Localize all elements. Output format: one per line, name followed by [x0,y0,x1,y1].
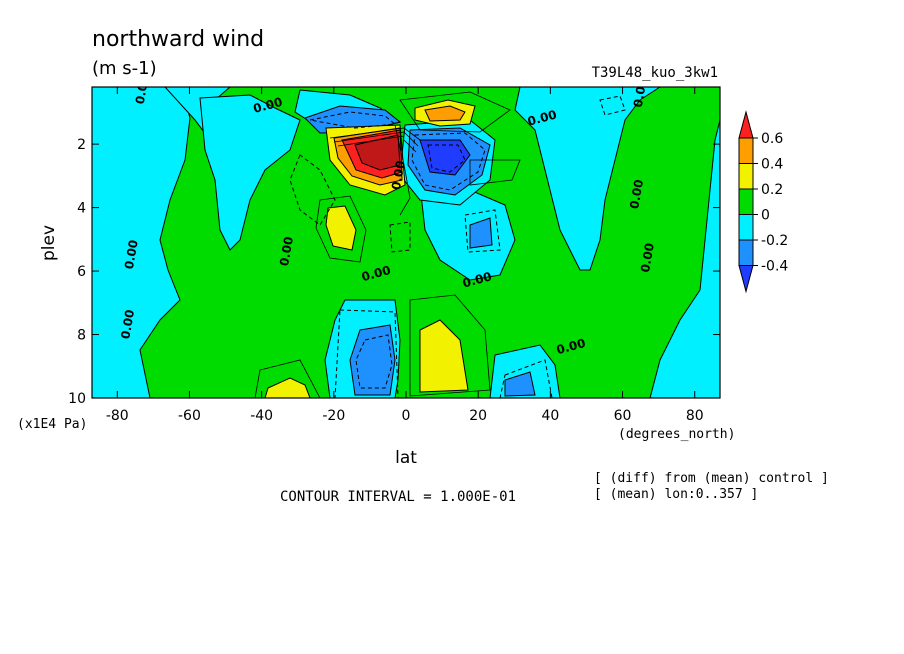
x-tick-label: 20 [469,408,487,424]
x-tick-label: 60 [614,408,632,424]
y-axis-label: plev [39,225,59,261]
region-neg02-low-north [504,371,536,397]
x-tick-label: 40 [541,408,559,424]
region-pos02-lower-south [264,377,311,398]
y-tick-label: 2 [77,137,86,153]
region-pos04-top-north [424,105,466,122]
x-tick-label: 0 [402,408,411,424]
region-negative-east [514,87,661,271]
x-tick-label: -20 [322,408,345,424]
contour-label-zero: 0.00 [133,74,152,106]
chart-title: northward wind [92,27,264,52]
colorbar-bin [738,137,754,164]
contour-label-zero: 0.00 [122,239,141,271]
y-axis-ticks: 2 4 6 8 10 [68,137,720,407]
x-tick-label: -60 [178,408,201,424]
region-pos02-mid-south [325,205,357,251]
region-negative-south-mid [199,94,301,251]
region-negative-northeast-mid [419,184,516,281]
x-tick-label: -80 [106,408,129,424]
colorbar-cap-high [738,110,754,139]
y-tick-label: 6 [77,264,86,280]
region-neg02-lower [349,324,396,396]
colorbar-bin [738,214,754,241]
colorbar-level-label: 0.6 [761,131,783,147]
y-tick-label: 10 [68,391,86,407]
x-tick-label: 80 [686,408,704,424]
chart-units: (m s-1) [92,58,157,79]
run-id-label: T39L48_kuo_3kw1 [592,65,718,81]
x-axis-unit: (degrees_north) [618,427,735,442]
contour-label-zero: 0.00 [118,309,137,341]
colorbar-bin [738,188,754,215]
colorbar-level-label: -0.2 [761,233,788,249]
region-pos02-lower-north [419,319,469,393]
x-axis-ticks: -80 -60 -40 -20 0 20 40 60 80 [106,87,704,424]
plot-area: 0.000.000.000.000.000.000.000.000.00 0.00… [92,74,720,398]
y-axis-unit: (x1E4 Pa) [17,417,87,432]
x-axis-label: lat [395,448,417,468]
x-tick-label: -40 [250,408,273,424]
region-pos06-core [354,134,401,171]
colorbar-level-label: -0.4 [761,259,788,275]
negative-contours [289,95,626,398]
colorbar: 0.6 0.4 0.2 0 -0.2 -0.4 [738,110,788,294]
colorbar-cap-low [738,265,754,294]
colorbar-level-label: 0 [761,208,770,224]
diff-note: [ (diff) from (mean) control ] [594,471,829,486]
contour-interval-text: CONTOUR INTERVAL = 1.000E-01 [280,489,516,505]
contour-label-zero: 0.00 [638,242,657,274]
colorbar-bin [738,239,754,266]
colorbar-bin [738,163,754,190]
colorbar-level-label: 0.4 [761,157,783,173]
positive-contours [254,91,521,398]
mean-note: [ (mean) lon:0..357 ] [594,487,758,502]
region-neg02-northeast [469,217,493,249]
region-negative-far-east [649,87,720,398]
contour-label-zero: 0.00 [389,159,408,191]
contour-label-zero: 0.00 [627,178,646,210]
equatorial-contour-lines [329,124,421,216]
y-tick-label: 4 [77,201,86,217]
y-tick-label: 8 [77,328,86,344]
contour-label-zero: 0.00 [277,236,296,268]
contour-label-zero: 0.00 [631,77,650,109]
colorbar-level-label: 0.2 [761,182,783,198]
